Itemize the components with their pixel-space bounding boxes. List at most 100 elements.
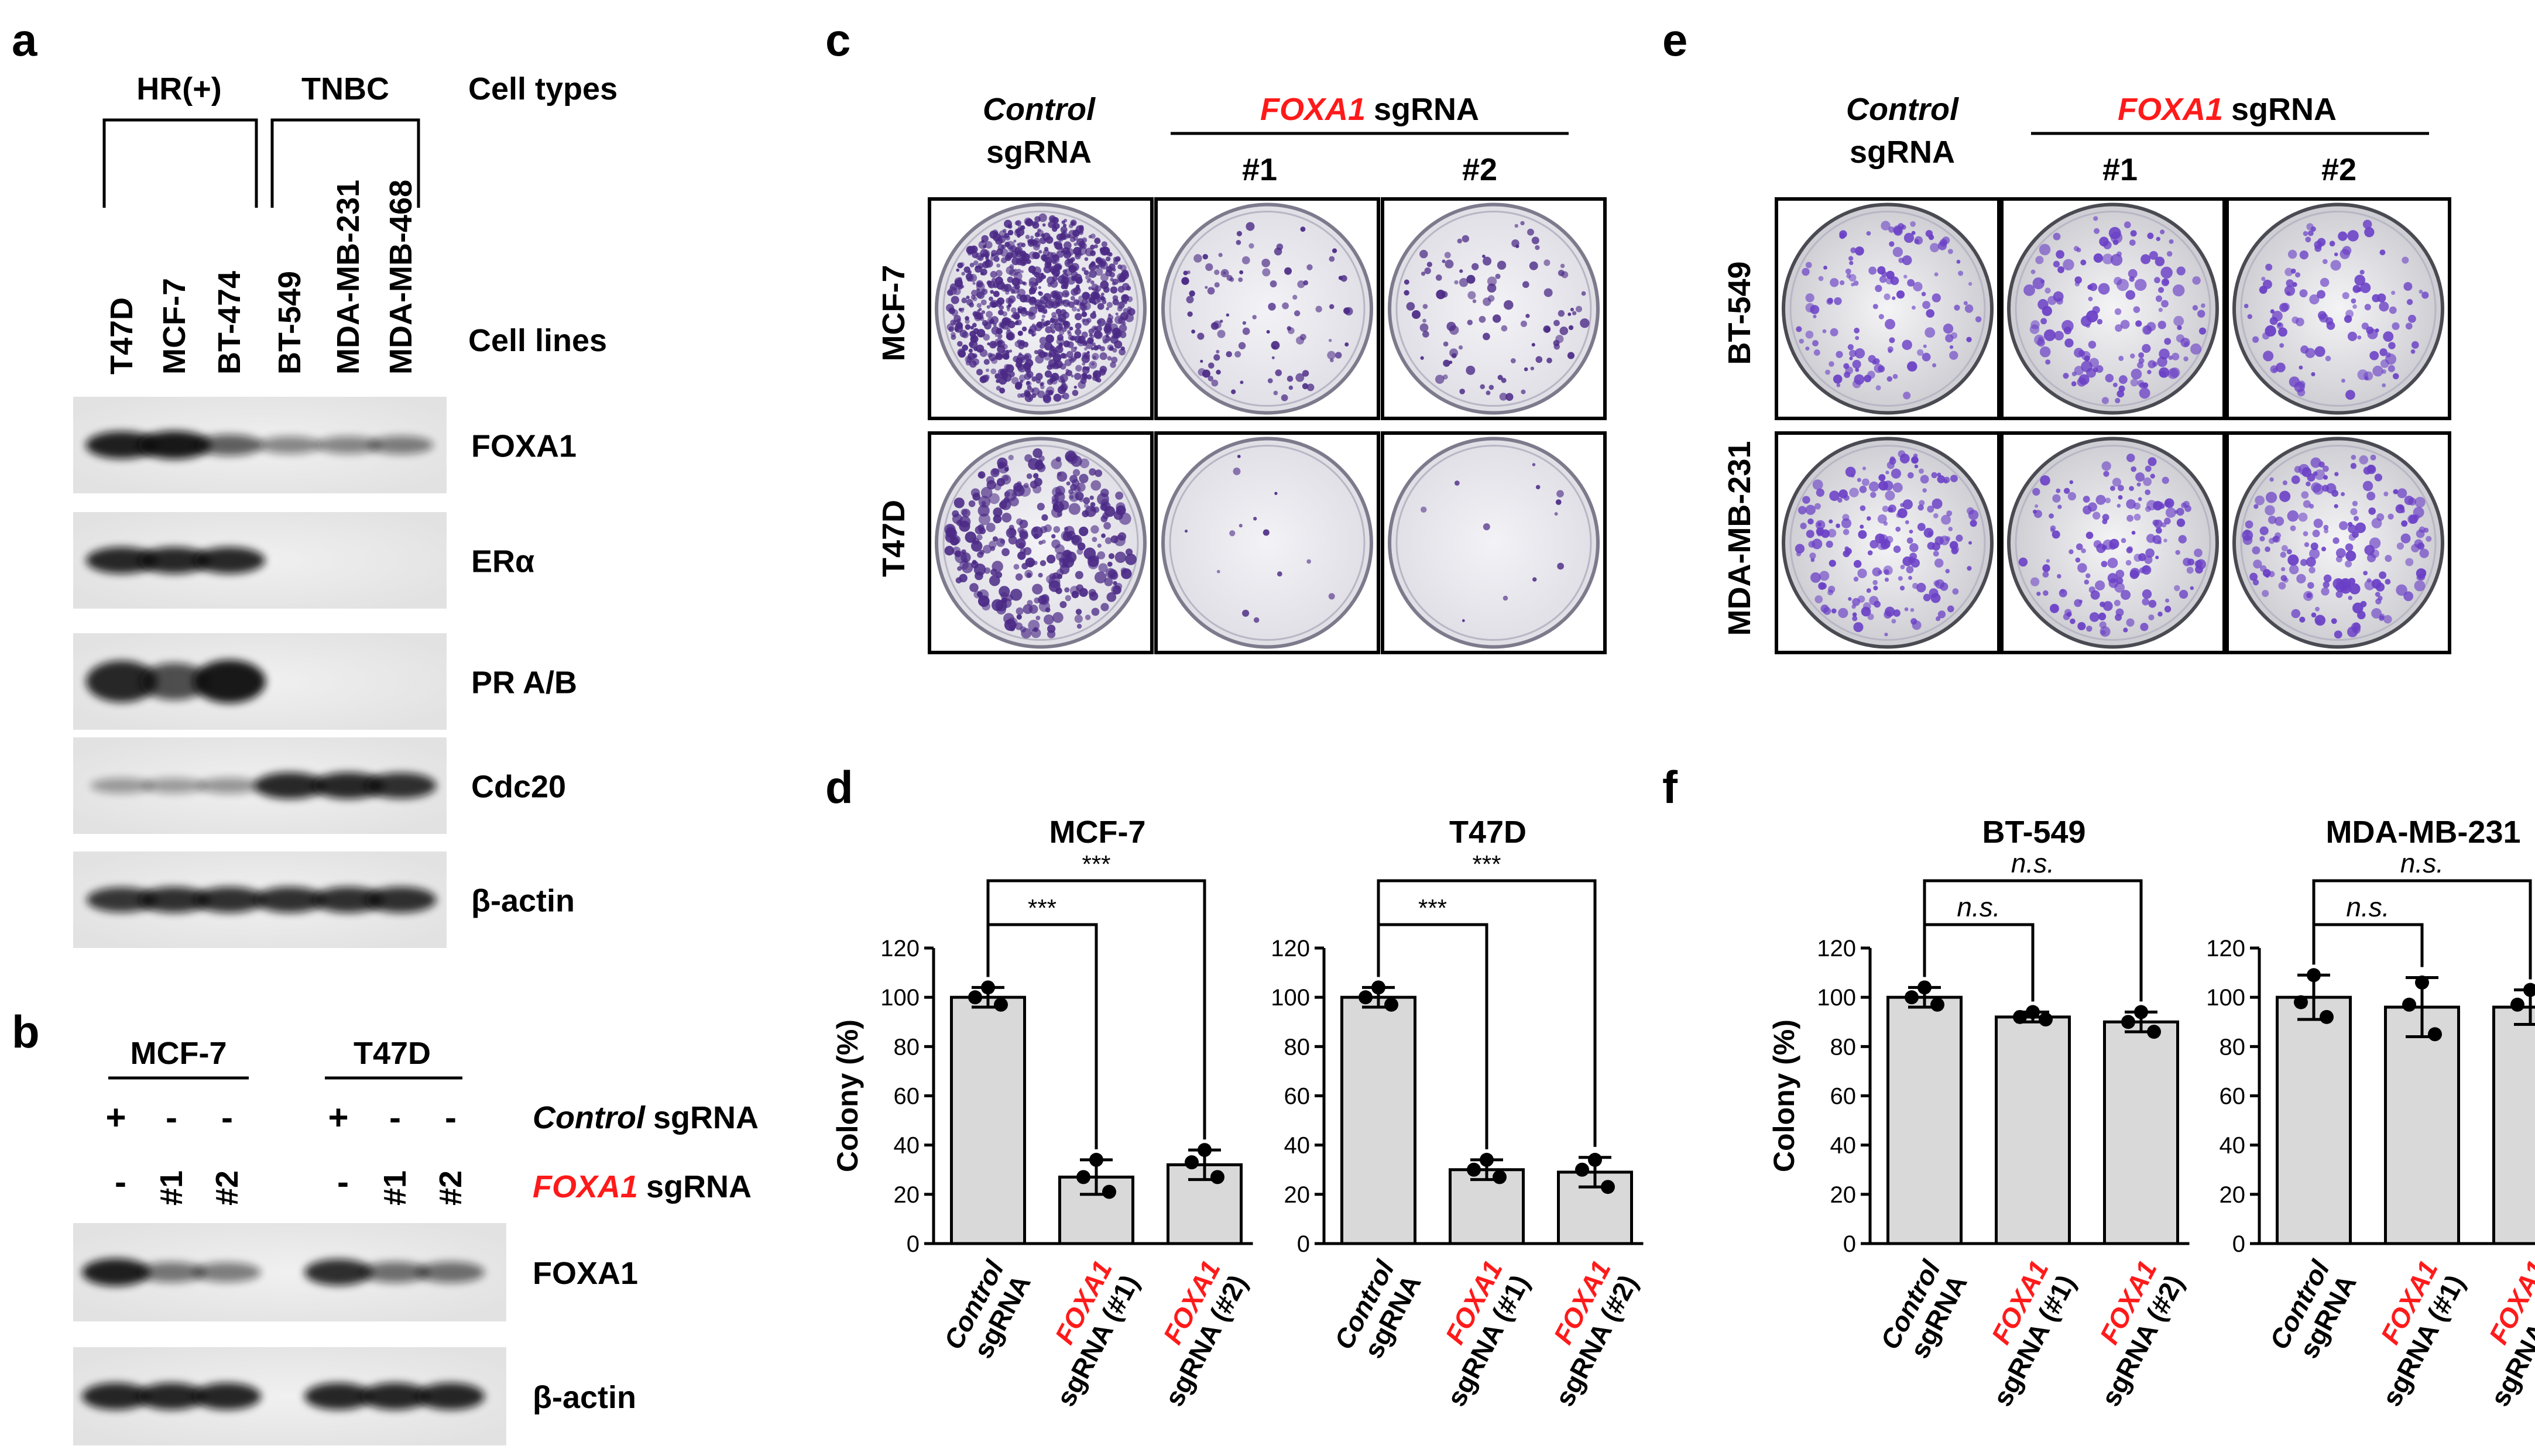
colony <box>1100 603 1109 612</box>
colony <box>2379 348 2388 356</box>
colony <box>2322 465 2329 472</box>
e-control-label: Control <box>1846 92 1959 127</box>
colony <box>1233 467 1241 475</box>
colony <box>1013 239 1017 243</box>
colony <box>1110 362 1116 368</box>
colony <box>2389 306 2397 314</box>
colony <box>1912 457 1917 463</box>
colony <box>1121 568 1132 579</box>
colony <box>1053 526 1061 533</box>
colony <box>1089 333 1093 337</box>
colony <box>2049 513 2054 519</box>
colony <box>1854 348 1865 359</box>
colony <box>1853 559 1862 568</box>
data-point <box>2134 1005 2148 1019</box>
colony <box>969 360 977 368</box>
colony <box>1546 358 1552 363</box>
colony <box>1914 236 1923 245</box>
bar <box>950 995 1026 1245</box>
colony <box>2286 291 2291 296</box>
colony <box>1903 392 1911 400</box>
colony <box>981 501 986 506</box>
significance-bracket <box>1923 879 2143 1002</box>
c-control-label: Control <box>983 92 1096 127</box>
colony <box>2155 555 2159 559</box>
colony <box>2357 288 2362 292</box>
colony <box>1917 504 1924 511</box>
colony <box>1034 238 1040 244</box>
blot-b-1: β-actin <box>73 1347 636 1445</box>
colony <box>2352 304 2357 309</box>
colony <box>2125 559 2132 566</box>
colony <box>1004 491 1010 497</box>
colony <box>992 599 1004 612</box>
colony <box>2317 311 2327 320</box>
colony <box>1906 565 1914 574</box>
y-tick-label: 60 <box>1830 1084 1857 1110</box>
panel-label-a: a <box>12 14 37 66</box>
colony <box>1066 329 1071 334</box>
blot-label: Cdc20 <box>471 770 566 805</box>
colony <box>1006 527 1017 538</box>
colony <box>1038 308 1043 313</box>
colony <box>2057 266 2064 273</box>
colony-plate <box>928 431 1154 654</box>
colony <box>1200 359 1203 363</box>
colony <box>2352 602 2364 614</box>
colony <box>2377 293 2386 303</box>
colony <box>1833 374 1843 384</box>
data-point <box>1493 1170 1507 1184</box>
colony <box>2159 348 2170 360</box>
colony <box>954 327 959 332</box>
colony <box>961 552 971 563</box>
colony <box>2129 569 2139 579</box>
colony <box>1919 468 1924 474</box>
colony <box>1805 303 1815 313</box>
colony <box>1948 527 1953 531</box>
colony <box>1012 311 1020 320</box>
colony <box>2342 579 2348 585</box>
colony <box>2299 289 2308 298</box>
colony <box>1088 278 1092 281</box>
colony <box>1053 393 1062 402</box>
colony <box>1017 339 1023 345</box>
colony <box>2138 497 2142 502</box>
significance-bracket <box>2312 879 2532 980</box>
colony <box>2053 291 2064 302</box>
colony <box>961 562 973 574</box>
colony <box>969 342 974 347</box>
colony <box>1010 589 1023 601</box>
colony <box>2133 502 2141 510</box>
colony <box>1229 530 1236 537</box>
colony <box>1883 521 1888 526</box>
colony <box>2129 239 2136 246</box>
colony <box>2341 379 2345 383</box>
colony <box>1945 536 1951 541</box>
colony <box>1092 537 1097 542</box>
colony <box>1045 334 1054 344</box>
colony <box>992 468 999 475</box>
colony <box>2042 305 2052 317</box>
colony <box>2138 553 2146 561</box>
significance-bracket <box>1377 879 1597 1147</box>
colony <box>1093 289 1099 294</box>
colony <box>2265 546 2270 552</box>
colony <box>2383 331 2394 342</box>
colony <box>1042 393 1051 402</box>
colony <box>1069 492 1079 502</box>
colony <box>1923 593 1931 602</box>
colony <box>2376 513 2385 521</box>
colony <box>1045 607 1051 613</box>
colony <box>1208 362 1215 369</box>
colony <box>2155 295 2163 302</box>
colony <box>2160 266 2173 279</box>
colony <box>2101 461 2111 471</box>
colony <box>1501 325 1508 332</box>
group-label-hr: HR(+) <box>136 71 222 107</box>
colony <box>1031 628 1041 638</box>
colony <box>1105 329 1110 334</box>
chart-title: BT-549 <box>1982 815 2085 850</box>
colony <box>2198 327 2207 335</box>
colony <box>1111 585 1121 595</box>
colony <box>1031 221 1037 226</box>
